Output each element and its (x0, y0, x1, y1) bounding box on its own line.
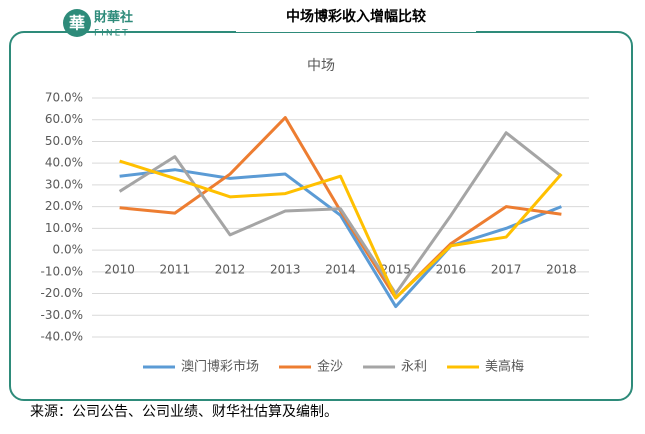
x-tick-label: 2012 (215, 263, 246, 277)
x-tick-label: 2010 (104, 263, 135, 277)
x-tick-label: 2014 (325, 263, 356, 277)
y-tick-label: 30.0% (45, 177, 83, 191)
y-tick-label: 10.0% (45, 221, 83, 235)
logo-mark: 華 (69, 14, 85, 33)
series-line (119, 159, 563, 300)
page-title: 中场博彩收入增幅比较 (286, 8, 426, 25)
legend-label: 美高梅 (485, 359, 524, 375)
title-backdrop (236, 4, 476, 32)
y-tick-label: -40.0% (41, 330, 83, 344)
x-tick-label: 2018 (546, 263, 577, 277)
legend-label: 澳门博彩市场 (181, 359, 259, 375)
x-tick-label: 2017 (491, 263, 522, 277)
legend-label: 永利 (401, 360, 427, 375)
x-tick-label: 2011 (160, 263, 191, 277)
legend-label: 金沙 (317, 359, 343, 375)
chart-title: 中场 (307, 58, 335, 74)
y-tick-label: 0.0% (53, 243, 84, 257)
y-tick-label: 70.0% (45, 91, 83, 105)
logo-cn: 財華社 (93, 10, 133, 26)
x-tick-label: 2013 (270, 263, 301, 277)
y-tick-label: -20.0% (41, 286, 83, 300)
y-tick-label: 60.0% (45, 112, 83, 126)
y-tick-label: -10.0% (41, 264, 83, 278)
x-tick-label: 2016 (436, 263, 467, 277)
series-line (118, 131, 563, 296)
logo-badge (63, 9, 91, 37)
y-tick-label: 50.0% (45, 134, 83, 148)
logo-en: FINET (94, 29, 130, 39)
y-tick-label: 40.0% (45, 156, 83, 170)
x-tick-label: 2015 (380, 263, 411, 277)
y-tick-label: 20.0% (45, 199, 83, 213)
series-line (119, 168, 562, 309)
y-tick-label: -30.0% (41, 308, 83, 322)
source-note: 来源：公司公告、公司业绩、财华社估算及编制。 (30, 404, 338, 420)
